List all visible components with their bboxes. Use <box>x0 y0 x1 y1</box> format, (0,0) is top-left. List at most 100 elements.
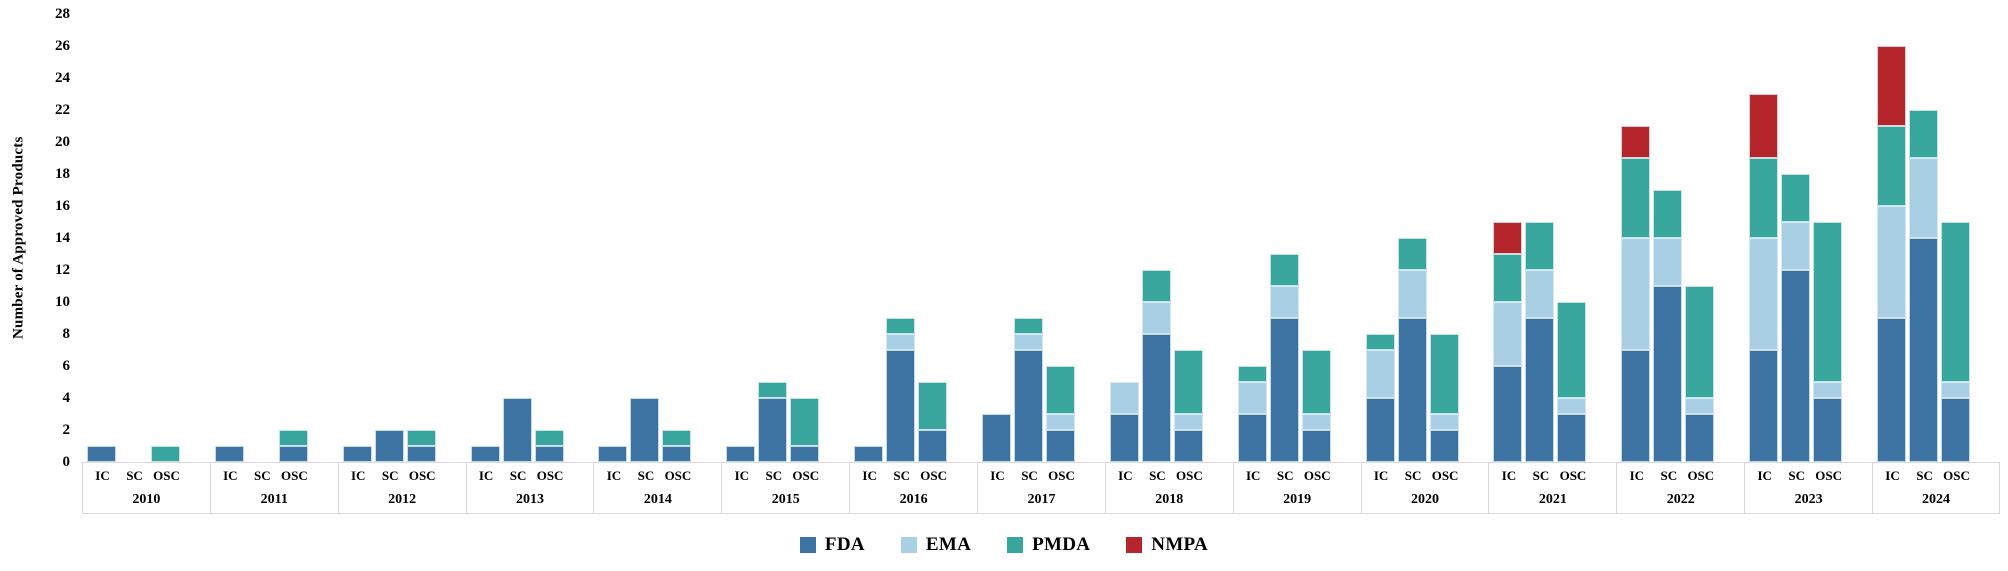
axis-label-band: IC SC OSC 2014 <box>593 462 722 514</box>
bar-segment-fda <box>1173 430 1203 462</box>
year-label: 2010 <box>132 492 161 507</box>
legend-item-nmpa: NMPA <box>1126 534 1208 556</box>
year-label: 2017 <box>1027 492 1056 507</box>
bar-segment-fda <box>1781 270 1811 462</box>
bar-segment-fda <box>854 446 884 462</box>
bar-2016-ic <box>854 446 884 462</box>
year-label: 2018 <box>1155 492 1184 507</box>
bar-segment-fda <box>342 446 372 462</box>
y-tick-label: 12 <box>55 262 70 278</box>
bar-segment-ema <box>1621 238 1651 350</box>
bar-segment-pmda <box>1941 222 1971 382</box>
bar-2024-ic <box>1877 46 1907 462</box>
bars-row <box>721 14 849 462</box>
sub-category-label-ic: IC <box>95 468 110 483</box>
bar-2024-osc <box>1941 222 1971 462</box>
year-label: 2015 <box>771 492 800 507</box>
year-group-2013: IC SC OSC 2013 <box>465 14 594 514</box>
bar-segment-fda <box>982 414 1012 462</box>
year-label: 2022 <box>1666 492 1695 507</box>
bar-2018-osc <box>1173 350 1203 462</box>
bar-segment-ema <box>1557 398 1587 414</box>
y-tick-label: 6 <box>62 358 71 374</box>
axis-label-band: IC SC OSC 2021 <box>1488 462 1617 514</box>
bar-2011-ic <box>214 446 244 462</box>
bar-segment-fda <box>1685 414 1715 462</box>
bar-segment-pmda <box>918 382 948 430</box>
bar-segment-fda <box>1909 238 1939 462</box>
axis-label-band: IC SC OSC 2011 <box>209 462 338 514</box>
bar-2023-sc <box>1781 174 1811 462</box>
y-tick-label: 0 <box>62 454 71 470</box>
bar-segment-nmpa <box>1877 46 1907 126</box>
sub-category-labels: IC SC OSC <box>722 463 849 489</box>
bar-segment-fda <box>278 446 308 462</box>
bar-segment-ema <box>1909 158 1939 238</box>
bar-segment-pmda <box>1525 222 1555 270</box>
bar-segment-ema <box>1397 270 1427 318</box>
sub-category-label-sc: SC <box>1532 468 1550 483</box>
bars-row <box>593 14 721 462</box>
bar-2014-osc <box>662 430 692 462</box>
bar-2024-sc <box>1909 110 1939 462</box>
bar-2014-sc <box>630 398 660 462</box>
sub-category-label-ic: IC <box>1629 468 1645 483</box>
sub-category-label-osc: OSC <box>153 468 180 483</box>
year-label: 2013 <box>516 492 544 507</box>
year-group-2023: IC SC OSC 2023 <box>1744 14 1873 514</box>
bar-segment-fda <box>790 446 820 462</box>
sub-category-label-sc: SC <box>1916 468 1933 483</box>
bar-segment-ema <box>1237 382 1267 414</box>
bar-segment-fda <box>1365 398 1395 462</box>
sub-category-label-sc: SC <box>381 468 399 483</box>
legend-item-fda: FDA <box>799 534 865 556</box>
sub-category-label-ic: IC <box>990 468 1005 483</box>
axis-label-band: IC SC OSC 2016 <box>849 462 978 514</box>
year-group-2015: IC SC OSC 2015 <box>721 14 850 514</box>
sub-category-label-sc: SC <box>1660 468 1678 483</box>
axis-label-band: IC SC OSC 2015 <box>721 462 850 514</box>
bar-segment-ema <box>1109 382 1139 414</box>
bar-segment-fda <box>214 446 244 462</box>
bar-segment-fda <box>886 350 916 462</box>
sub-category-label-sc: SC <box>1788 468 1805 483</box>
legend-item-ema: EMA <box>900 534 971 556</box>
year-group-2016: IC SC OSC 2016 <box>849 14 978 514</box>
bar-segment-fda <box>1877 318 1907 462</box>
bar-segment-pmda <box>1621 158 1651 238</box>
bar-segment-ema <box>1749 238 1779 350</box>
sub-category-labels: IC SC OSC <box>83 463 210 489</box>
bar-segment-ema <box>1014 334 1044 350</box>
year-group-2017: IC SC OSC 2017 <box>977 14 1105 514</box>
bar-2018-sc <box>1141 270 1171 462</box>
legend-swatch-fda <box>799 537 816 553</box>
axis-label-band: IC SC OSC 2018 <box>1104 462 1233 514</box>
bar-segment-pmda <box>406 430 436 446</box>
sub-category-labels: IC SC OSC <box>467 463 594 489</box>
bar-segment-pmda <box>1557 302 1587 398</box>
bars-row <box>338 14 466 462</box>
sub-category-label-osc: OSC <box>1176 468 1203 483</box>
bar-segment-fda <box>758 398 788 462</box>
sub-category-label-ic: IC <box>478 468 494 483</box>
bar-segment-fda <box>1269 318 1299 462</box>
bar-2010-osc <box>151 446 180 462</box>
bar-segment-pmda <box>534 430 564 446</box>
bars-row <box>1361 14 1489 462</box>
year-group-2020: IC SC OSC 2020 <box>1360 14 1489 514</box>
bar-2023-ic <box>1749 94 1779 462</box>
sub-category-label-sc: SC <box>509 468 527 483</box>
bar-segment-pmda <box>758 382 788 398</box>
sub-category-label-osc: OSC <box>920 468 948 483</box>
bar-2012-ic <box>342 446 372 462</box>
year-group-2012: IC SC OSC 2012 <box>337 14 466 514</box>
axis-label-band: IC SC OSC 2019 <box>1232 462 1361 514</box>
sub-category-label-ic: IC <box>1501 468 1517 483</box>
legend-label-pmda: PMDA <box>1032 534 1091 555</box>
bar-segment-nmpa <box>1493 222 1523 254</box>
bar-segment-ema <box>1301 414 1331 430</box>
sub-category-label-osc: OSC <box>1431 468 1459 483</box>
bar-segment-pmda <box>1877 126 1907 206</box>
bar-segment-pmda <box>1429 334 1459 414</box>
bar-segment-fda <box>406 446 436 462</box>
